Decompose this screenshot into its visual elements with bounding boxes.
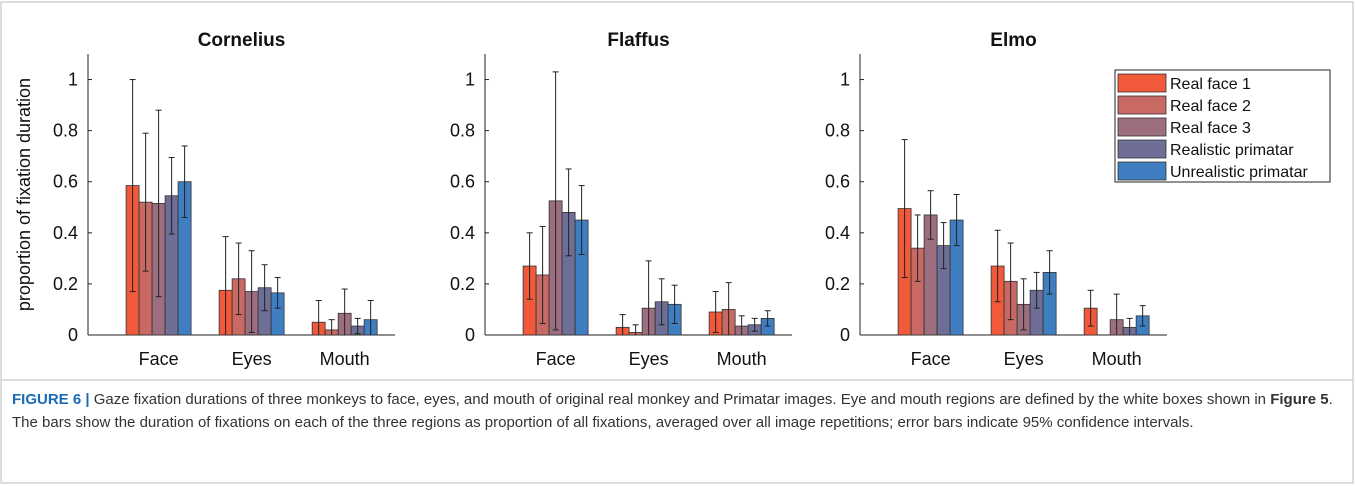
error-bar [168,156,175,235]
y-tick-label: 0.4 [450,223,475,243]
chart-title: Flaffus [607,30,669,51]
x-tick-label: Eyes [232,349,272,369]
legend-swatch [1117,139,1167,159]
chart-title: Cornelius [198,30,286,51]
error-bar [738,315,745,335]
x-tick-label: Eyes [1004,349,1044,369]
error-bar [341,288,348,335]
legend-swatch [1117,117,1167,137]
y-tick-label: 0.6 [825,172,850,192]
y-tick-label: 0.6 [53,172,78,192]
error-bar [764,310,771,327]
y-tick-label: 1 [840,70,850,90]
error-bar [315,300,322,335]
error-bar [248,250,255,333]
error-bar [712,291,719,333]
y-axis-label: proportion of fixation duration [14,78,34,311]
error-bar [619,314,626,335]
x-tick-label: Mouth [320,349,370,369]
error-bar [632,324,639,335]
caption: FIGURE 6 | Gaze fixation durations of th… [12,388,1337,434]
error-bar [1139,305,1146,327]
error-bar [526,232,533,300]
error-bar [354,317,361,335]
y-tick-label: 0 [465,325,475,345]
y-tick-label: 1 [465,70,475,90]
y-tick-label: 0.8 [450,121,475,141]
chart-title: Elmo [990,30,1036,51]
error-bar [539,225,546,325]
y-tick-label: 0.4 [53,223,78,243]
legend-swatch [1117,161,1167,181]
legend-swatch [1117,95,1167,115]
y-tick-label: 0.8 [825,121,850,141]
error-bar [751,317,758,332]
x-tick-label: Face [536,349,576,369]
error-bar [1113,293,1120,335]
error-bar [565,168,572,257]
error-bar [914,214,921,282]
error-bar [578,185,585,256]
error-bar [367,300,374,335]
error-bar [901,139,908,279]
y-tick-label: 0.2 [53,274,78,294]
error-bar [142,132,149,272]
y-tick-label: 0.2 [825,274,850,294]
error-bar [155,109,162,298]
figure-label: FIGURE 6 | [12,391,90,408]
error-bar [222,236,229,335]
x-tick-label: Face [911,349,951,369]
error-bar [725,282,732,335]
error-bar [328,319,335,335]
legend-label: Real face 3 [1170,120,1251,137]
legend-label: Realistic primatar [1170,142,1294,159]
error-bar [235,242,242,316]
figure-ref: Figure 5 [1270,391,1329,408]
x-tick-label: Mouth [1092,349,1142,369]
error-bar [645,260,652,335]
caption-text: . The bars show the duration of fixation… [12,391,1333,431]
error-bar [940,222,947,270]
y-tick-label: 0.8 [53,121,78,141]
error-bar [658,278,665,326]
legend-label: Real face 2 [1170,98,1251,115]
x-tick-label: Mouth [717,349,767,369]
x-tick-label: Eyes [629,349,669,369]
legend-swatch [1117,73,1167,93]
y-tick-label: 0.2 [450,274,475,294]
error-bar [1007,242,1014,321]
error-bar [1033,271,1040,309]
y-tick-label: 0 [68,325,78,345]
error-bar [129,79,136,293]
error-bar [1087,289,1094,327]
caption-text: Gaze fixation durations of three monkeys… [89,391,1271,408]
error-bar [994,229,1001,303]
y-tick-label: 0.4 [825,223,850,243]
y-tick-label: 0 [840,325,850,345]
error-bar [552,71,559,331]
y-tick-label: 0.6 [450,172,475,192]
y-tick-label: 1 [68,70,78,90]
error-bar [181,145,188,218]
error-bar [274,277,281,309]
legend-label: Unrealistic primatar [1170,164,1308,181]
x-tick-label: Face [139,349,179,369]
error-bar [1126,317,1133,335]
error-bar [261,264,268,312]
legend-label: Real face 1 [1170,76,1251,93]
error-bar [927,190,934,240]
error-bar [1020,278,1027,331]
error-bar [1046,250,1053,295]
error-bar [671,284,678,325]
error-bar [953,194,960,247]
